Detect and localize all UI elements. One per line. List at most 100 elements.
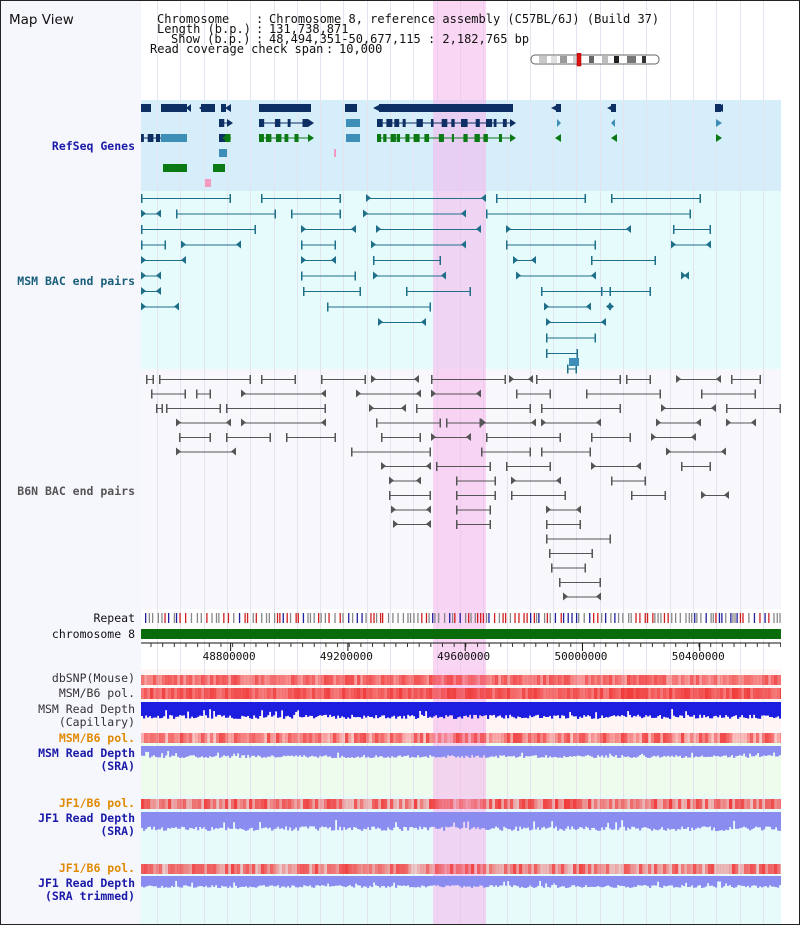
bac-end-tick <box>654 256 656 265</box>
track-label-msm-depth-cap-1[interactable]: MSM Read Depth <box>38 702 135 716</box>
track-label-repeat[interactable]: Repeat <box>93 611 135 625</box>
dbsnp-heat <box>348 675 352 685</box>
track-label-jf1-pol-2[interactable]: JF1/B6 pol. <box>58 861 135 875</box>
gridline <box>203 1 205 924</box>
depth-sra-bar <box>585 812 588 827</box>
gene-block <box>569 358 579 366</box>
track-label-chromosome[interactable]: chromosome 8 <box>51 627 135 641</box>
bac-end-arrow <box>476 389 481 398</box>
track-label-jf1-depth-trim-1[interactable]: JF1 Read Depth <box>38 876 135 890</box>
pol-heat <box>735 864 739 874</box>
pol-heat <box>297 799 301 809</box>
depth-capillary-bar <box>551 702 554 719</box>
pol-heat <box>162 864 166 874</box>
pol-heat <box>657 688 661 699</box>
track-label-panel: Map View RefSeq Genes MSM BAC end pairs … <box>1 1 141 924</box>
dbsnp-heat <box>750 675 754 685</box>
genome-plot-area[interactable] <box>141 1 781 924</box>
track-label-refseq[interactable]: RefSeq Genes <box>51 139 135 153</box>
depth-sra-bar <box>645 746 648 757</box>
pol-heat <box>741 733 745 743</box>
pol-heat <box>363 733 367 743</box>
depth-sra-bar <box>175 746 178 754</box>
depth-capillary-bar <box>249 702 252 719</box>
depth-capillary-bar <box>495 702 498 718</box>
repeat-mark <box>535 613 538 623</box>
pol-heat <box>432 799 436 809</box>
depth-sra-bar <box>587 746 590 756</box>
track-label-dbsnp[interactable]: dbSNP(Mouse) <box>51 671 135 685</box>
pol-heat <box>717 733 721 743</box>
depth-sra-bar <box>343 746 346 757</box>
depth-sra-bar <box>563 746 566 756</box>
bac-end-tick <box>291 209 293 219</box>
depth-sra-bar <box>497 876 500 887</box>
repeat-mark <box>543 613 546 623</box>
dbsnp-heat <box>660 675 664 685</box>
depth-sra-bar <box>395 876 398 888</box>
depth-sra-bar <box>287 876 290 887</box>
pol-heat <box>435 688 439 699</box>
dbsnp-heat <box>753 675 757 685</box>
pol-heat <box>207 799 211 809</box>
bac-end-arrow <box>716 375 721 383</box>
depth-capillary-bar <box>455 702 458 719</box>
dbsnp-heat <box>564 675 568 685</box>
depth-sra-bar <box>705 876 708 887</box>
depth-sra-bar <box>731 812 734 830</box>
bac-end-tick <box>327 302 329 312</box>
repeat-mark <box>184 613 187 623</box>
depth-capillary-bar <box>403 702 406 716</box>
depth-sra-bar <box>545 876 548 884</box>
bac-end-arrow <box>586 302 591 311</box>
pol-heat <box>258 733 262 743</box>
depth-sra-bar <box>179 746 182 758</box>
gene-exon <box>155 134 161 142</box>
pol-heat <box>423 733 427 743</box>
depth-sra-bar <box>651 746 654 757</box>
pol-heat <box>330 733 334 743</box>
track-label-b6n-bac[interactable]: B6N BAC end pairs <box>17 484 135 498</box>
depth-sra-bar <box>605 876 608 887</box>
repeat-mark <box>768 613 770 623</box>
depth-sra-bar <box>363 746 366 756</box>
pol-heat <box>165 799 169 809</box>
depth-capillary-bar <box>405 702 408 719</box>
pol-heat <box>147 864 151 874</box>
depth-sra-bar <box>269 746 272 757</box>
pol-heat <box>180 864 184 874</box>
depth-sra-bar <box>407 746 410 756</box>
repeat-mark <box>509 613 512 623</box>
depth-sra-bar <box>351 746 354 758</box>
pol-heat <box>321 864 325 874</box>
bac-end-tick <box>141 194 143 203</box>
depth-capillary-bar <box>747 702 750 719</box>
track-label-msm-pol-1[interactable]: MSM/B6 pol. <box>58 686 135 700</box>
depth-sra-bar <box>551 876 554 886</box>
depth-sra-bar <box>283 746 286 756</box>
depth-sra-bar <box>653 812 656 829</box>
depth-sra-bar <box>499 812 502 830</box>
pol-heat <box>714 733 718 743</box>
gene-block <box>346 134 360 142</box>
chromosome-ideogram[interactable] <box>529 53 661 67</box>
track-label-jf1-depth-sra-1[interactable]: JF1 Read Depth <box>38 811 135 825</box>
track-label-msm-depth-sra-1[interactable]: MSM Read Depth <box>38 746 135 760</box>
pol-heat <box>234 799 238 809</box>
depth-sra-bar <box>737 746 740 756</box>
depth-sra-bar <box>295 812 298 828</box>
repeat-mark <box>328 613 330 623</box>
depth-sra-bar <box>729 746 732 757</box>
track-label-msm-bac[interactable]: MSM BAC end pairs <box>17 274 135 288</box>
pol-heat <box>396 733 400 743</box>
show-sep: : <box>256 32 264 46</box>
dbsnp-heat <box>723 675 727 685</box>
depth-sra-bar <box>747 746 750 758</box>
track-label-msm-pol-2[interactable]: MSM/B6 pol. <box>58 731 135 745</box>
depth-sra-bar <box>779 876 781 886</box>
pol-heat <box>435 733 439 743</box>
repeat-mark <box>265 613 268 623</box>
depth-sra-bar <box>595 812 598 830</box>
pol-heat <box>657 799 661 809</box>
track-label-jf1-pol-1[interactable]: JF1/B6 pol. <box>58 796 135 810</box>
